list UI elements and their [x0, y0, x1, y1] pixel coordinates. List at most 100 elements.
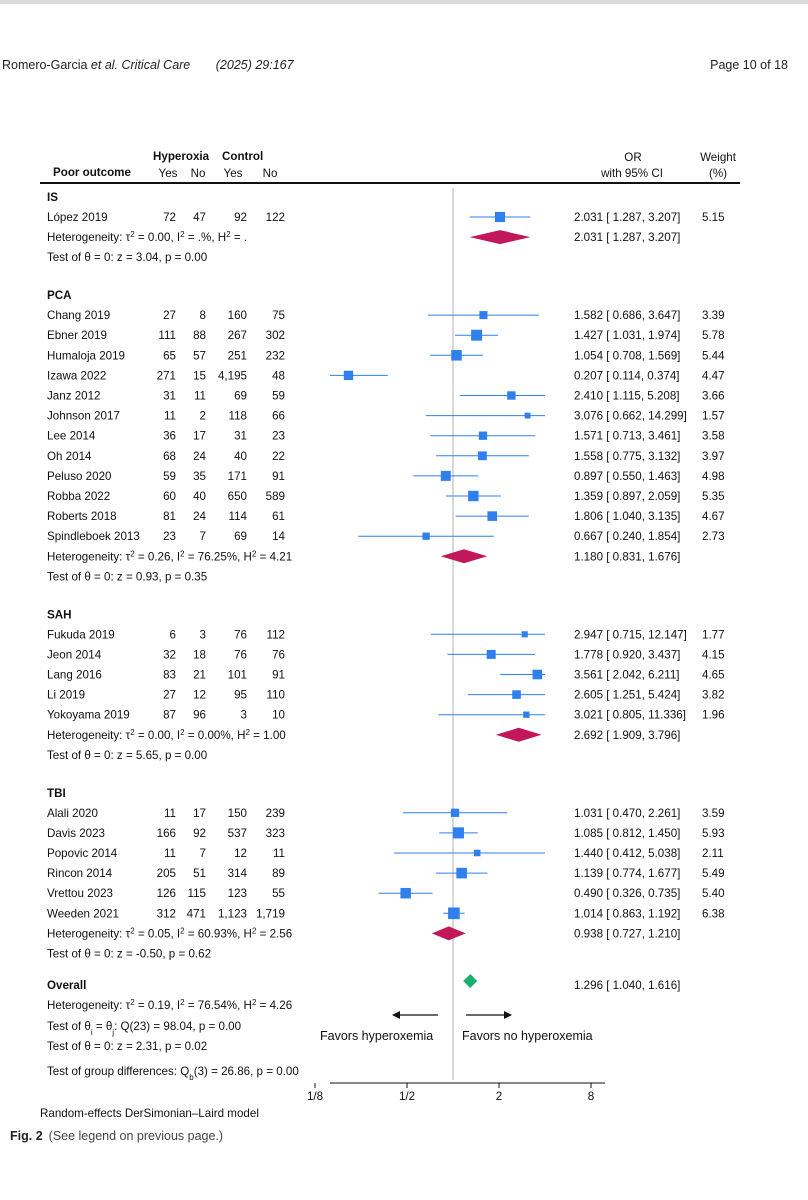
control-yes-18: 3	[241, 709, 247, 722]
control-no-13: 14	[272, 530, 285, 543]
study-marker-16	[532, 669, 543, 680]
header-authors: Romero-Garcia	[2, 58, 88, 72]
hyperoxia-yes-5: 271	[157, 369, 176, 382]
x-tick-label-3: 8	[588, 1090, 594, 1100]
running-header: Romero-Garcia et al. Critical Care (2025…	[2, 58, 294, 72]
control-yes-20: 537	[228, 827, 247, 840]
control-no-1: 122	[266, 211, 285, 224]
hyperoxia-yes-16: 83	[163, 669, 176, 682]
study-marker-22	[456, 867, 467, 879]
subgroup-diamond-is	[469, 230, 531, 245]
study-name-14: Fukuda 2019	[47, 628, 115, 641]
hyperoxia-no-24: 471	[187, 907, 206, 920]
control-yes-3: 267	[228, 329, 247, 342]
weight-11: 5.35	[702, 490, 725, 503]
study-name-10: Peluso 2020	[47, 470, 111, 483]
study-marker-18	[523, 711, 530, 718]
overall-diamond	[463, 974, 478, 988]
weight-22: 5.49	[702, 867, 725, 880]
hyperoxia-no-7: 2	[200, 410, 206, 423]
weight-6: 3.66	[702, 390, 725, 403]
subgroup-diamond-tbi	[431, 926, 466, 941]
or-ci-10: 0.897 [ 0.550, 1.463]	[574, 470, 680, 483]
hyperoxia-no-19: 17	[193, 807, 206, 820]
weight-12: 4.67	[702, 510, 725, 523]
pooled-ci-sah: 2.692 [ 1.909, 3.796]	[574, 729, 680, 742]
study-name-6: Janz 2012	[47, 390, 101, 403]
hyperoxia-no-14: 3	[200, 628, 206, 641]
hyperoxia-yes-1: 72	[163, 211, 176, 224]
control-yes-12: 114	[229, 510, 248, 523]
weight-8: 3.58	[702, 430, 725, 443]
or-ci-14: 2.947 [ 0.715, 12.147]	[574, 628, 687, 641]
hyperoxia-no-header: No	[191, 167, 206, 180]
control-yes-17: 95	[234, 689, 247, 702]
control-no-22: 89	[272, 867, 285, 880]
overall-effect-test: Test of θ = 0: z = 2.31, p = 0.02	[47, 1040, 207, 1053]
hyperoxia-yes-22: 205	[157, 867, 176, 880]
x-tick-label-2: 2	[496, 1090, 502, 1100]
study-name-15: Jeon 2014	[47, 648, 102, 661]
hyperoxia-yes-21: 11	[164, 847, 176, 860]
forest-plot: Hyperoxia Control Poor outcome Yes No Yes No OR…	[40, 150, 740, 1100]
or-ci-13: 0.667 [ 0.240, 1.854]	[574, 530, 680, 543]
heterogeneity-sah: Heterogeneity: τ2 = 0.00, I2 = 0.00%, H2…	[47, 727, 286, 742]
homogeneity-test: Test of θi = θj: Q(23) = 98.04, p = 0.00	[47, 1020, 241, 1037]
or-ci-6: 2.410 [ 1.115, 5.208]	[574, 390, 680, 403]
study-name-5: Izawa 2022	[47, 369, 106, 382]
hyperoxia-yes-14: 6	[170, 628, 176, 641]
control-no-header: No	[263, 167, 278, 180]
weight-13: 2.73	[702, 530, 725, 543]
study-name-18: Yokoyama 2019	[47, 709, 130, 722]
study-name-7: Johnson 2017	[47, 410, 120, 423]
study-marker-12	[487, 511, 498, 521]
hyperoxia-yes-7: 11	[164, 410, 176, 423]
hyperoxia-no-6: 11	[194, 390, 206, 403]
weight-19: 3.59	[702, 807, 725, 820]
study-marker-21	[473, 849, 481, 857]
hyperoxia-yes-9: 68	[163, 450, 176, 463]
control-yes-7: 118	[229, 410, 247, 423]
control-no-15: 76	[272, 648, 285, 661]
weight-5: 4.47	[702, 369, 725, 382]
effect-test-is: Test of θ = 0: z = 3.04, p = 0.00	[47, 251, 207, 264]
page-number: Page 10 of 18	[710, 58, 788, 72]
or-ci-5: 0.207 [ 0.114, 0.374]	[574, 369, 680, 382]
effect-test-pca: Test of θ = 0: z = 0.93, p = 0.35	[47, 570, 207, 583]
study-marker-17	[512, 690, 521, 699]
study-marker-2	[479, 311, 488, 320]
weight-3: 5.78	[702, 329, 725, 342]
study-marker-6	[507, 391, 516, 400]
control-no-16: 91	[272, 669, 285, 682]
hyperoxia-yes-13: 23	[163, 530, 176, 543]
study-marker-23	[400, 887, 411, 899]
or-ci-23: 0.490 [ 0.326, 0.735]	[574, 887, 680, 900]
hyperoxia-no-23: 115	[188, 887, 206, 900]
control-no-10: 91	[272, 470, 285, 483]
favors-right-label: Favors no hyperoxemia	[462, 1029, 593, 1043]
study-marker-24	[448, 907, 460, 920]
control-yes-16: 101	[228, 669, 247, 682]
control-yes-header: Yes	[224, 167, 243, 180]
subgroup-diamond-sah	[495, 727, 542, 742]
or-ci-8: 1.571 [ 0.713, 3.461]	[574, 430, 680, 443]
control-header: Control	[222, 150, 263, 163]
weight-header: Weight	[700, 151, 737, 164]
control-no-21: 11	[273, 847, 285, 860]
control-yes-21: 12	[234, 847, 247, 860]
group-label-pca: PCA	[47, 289, 72, 302]
or-ci-4: 1.054 [ 0.708, 1.569]	[574, 349, 680, 362]
group-label-tbi: TBI	[47, 787, 66, 800]
hyperoxia-yes-2: 27	[163, 309, 176, 322]
study-column-header: Poor outcome	[53, 166, 131, 179]
control-yes-14: 76	[234, 628, 247, 641]
overall-ci: 1.296 [ 1.040, 1.616]	[574, 979, 680, 992]
study-marker-13	[422, 532, 430, 540]
study-name-22: Rincon 2014	[47, 867, 113, 880]
study-name-19: Alali 2020	[47, 807, 98, 820]
hyperoxia-no-8: 17	[193, 430, 206, 443]
study-marker-8	[478, 431, 488, 440]
weight-18: 1.96	[702, 709, 725, 722]
control-no-17: 110	[267, 689, 285, 702]
control-yes-9: 40	[234, 450, 247, 463]
